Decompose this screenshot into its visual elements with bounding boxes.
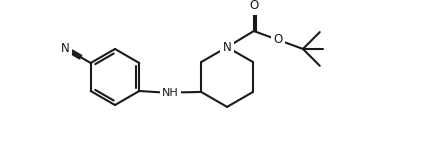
- Text: N: N: [223, 41, 232, 54]
- Text: O: O: [274, 33, 283, 46]
- Text: O: O: [249, 0, 259, 12]
- Text: NH: NH: [162, 88, 178, 98]
- Text: N: N: [61, 42, 70, 55]
